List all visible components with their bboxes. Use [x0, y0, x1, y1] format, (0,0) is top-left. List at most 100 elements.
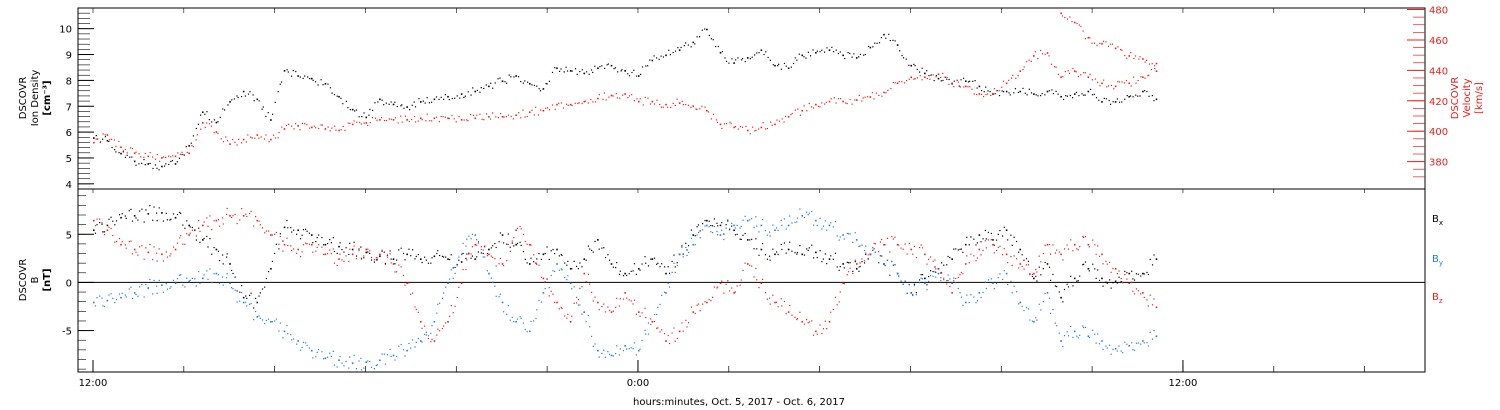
bz-sample: [962, 273, 964, 275]
bz-sample: [110, 227, 112, 230]
bz-sample: [657, 327, 659, 329]
bx-sample: [852, 270, 854, 272]
density-sample: [422, 100, 424, 102]
velocity-sample: [1072, 67, 1074, 70]
density-point-35: [569, 70, 572, 72]
bz-sample: [315, 250, 317, 252]
bx-point-68: [1019, 248, 1022, 251]
bx-sample: [940, 272, 942, 274]
density-label-line: [cm⁻³]: [42, 80, 53, 115]
density-sample: [863, 54, 865, 56]
bx-sample: [713, 218, 716, 220]
bz-sample: [226, 213, 228, 216]
bz-sample: [348, 260, 350, 263]
bz-sample: [918, 246, 921, 249]
bz-sample: [128, 240, 130, 243]
bz-sample: [1063, 248, 1066, 250]
by-sample: [1126, 343, 1128, 345]
bz-sample: [997, 246, 999, 249]
bz-sample: [484, 245, 486, 247]
bz-sample: [437, 328, 439, 330]
velocity-sample: [1125, 79, 1128, 82]
density-sample: [241, 95, 243, 98]
bz-sample: [966, 255, 968, 257]
bx-sample: [274, 252, 276, 255]
bz-sample: [217, 219, 220, 221]
bx-sample: [424, 256, 426, 258]
density-sample: [513, 76, 515, 78]
density-sample: [821, 49, 823, 51]
bz-point-30: [501, 263, 504, 265]
bz-sample: [881, 238, 883, 241]
bx-sample: [558, 255, 560, 257]
by-sample: [1140, 343, 1142, 345]
by-sample: [232, 288, 234, 290]
bz-sample: [821, 332, 823, 335]
by-sample: [143, 296, 145, 298]
velocity-sample: [347, 122, 349, 124]
bx-sample: [1072, 285, 1074, 287]
density-sample: [826, 47, 828, 49]
density-sample: [933, 79, 935, 82]
bx-sample: [522, 250, 525, 253]
bx-sample: [172, 213, 175, 215]
bz-sample: [153, 246, 155, 248]
bz-sample: [1084, 235, 1087, 238]
bx-sample: [953, 248, 955, 250]
velocity-sample: [463, 119, 465, 121]
velocity-sample: [737, 128, 739, 130]
bz-sample: [859, 262, 861, 264]
by-sample: [721, 229, 723, 231]
by-sample: [513, 321, 515, 323]
by-sample: [431, 324, 433, 327]
bx-sample: [1126, 272, 1128, 274]
bz-point-37: [597, 301, 599, 304]
by-sample: [889, 274, 891, 276]
bx-point-53: [815, 251, 817, 254]
by-sample: [999, 273, 1001, 275]
bz-sample: [863, 260, 866, 262]
velocity-point-22: [392, 119, 395, 121]
velocity-sample: [356, 121, 358, 123]
velocity-sample: [558, 102, 560, 104]
density-sample: [223, 109, 226, 111]
bz-sample: [1025, 264, 1028, 266]
velocity-tick-label: 420: [1429, 97, 1448, 108]
velocity_late-sample: [1109, 43, 1112, 45]
velocity-sample: [306, 124, 308, 126]
bx-sample: [507, 233, 509, 235]
density-sample: [680, 46, 682, 49]
bx-sample: [830, 255, 832, 257]
by-sample: [1118, 345, 1120, 347]
density-sample: [322, 84, 324, 86]
by-sample: [656, 313, 658, 316]
bz-point-64: [964, 263, 967, 265]
velocity-sample: [500, 112, 502, 115]
bx-sample: [415, 255, 417, 258]
by-sample: [206, 270, 208, 272]
bz-point-56: [855, 263, 858, 265]
velocity-sample: [455, 121, 457, 123]
density-sample: [1146, 90, 1148, 93]
bx-sample: [124, 215, 126, 217]
bz-sample: [878, 251, 880, 253]
bx-sample: [389, 250, 391, 252]
bx-sample: [296, 233, 298, 235]
bx-sample: [921, 274, 924, 276]
density-sample: [156, 167, 158, 169]
bz-sample: [697, 303, 700, 305]
velocity-point-8: [201, 122, 204, 124]
velocity-sample: [435, 116, 438, 118]
bx-sample: [1088, 270, 1090, 272]
velocity-point-55: [842, 100, 844, 103]
bx-sample: [554, 252, 556, 255]
bx-sample: [222, 263, 224, 265]
velocity-sample: [1150, 68, 1153, 71]
bz-sample: [908, 242, 910, 244]
bx-sample: [645, 262, 647, 264]
bz-sample: [1076, 248, 1078, 250]
velocity-sample: [953, 86, 955, 88]
bz-sample: [656, 327, 658, 329]
bz-sample: [756, 279, 758, 281]
by-sample: [984, 281, 986, 283]
